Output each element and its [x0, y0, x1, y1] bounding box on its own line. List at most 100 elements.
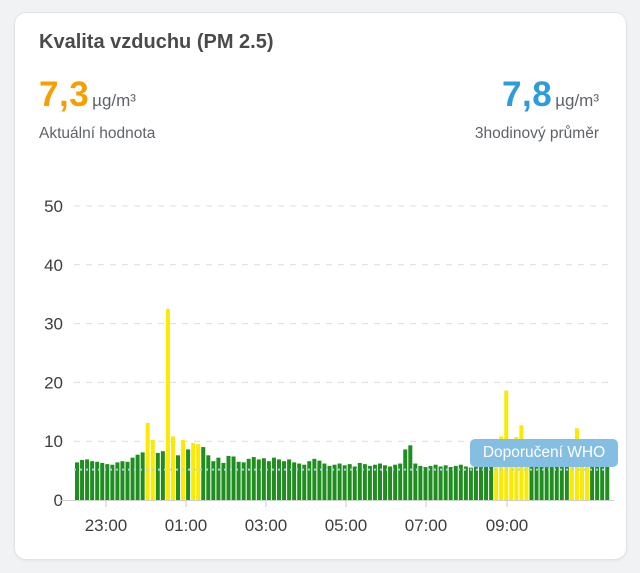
pm25-bar[interactable]: [554, 464, 559, 500]
pm25-bar[interactable]: [312, 458, 317, 500]
pm25-bar[interactable]: [342, 465, 347, 500]
pm25-bar[interactable]: [277, 459, 281, 500]
pm25-bar[interactable]: [473, 465, 478, 500]
pm25-bar[interactable]: [287, 459, 292, 500]
pm25-bar[interactable]: [75, 462, 79, 500]
pm25-bar[interactable]: [534, 466, 539, 500]
pm25-bar[interactable]: [347, 464, 352, 500]
pm25-bar[interactable]: [393, 464, 398, 500]
pm25-bar[interactable]: [559, 466, 564, 500]
pm25-bar[interactable]: [241, 462, 246, 500]
pm25-bar[interactable]: [564, 465, 569, 500]
pm25-bar[interactable]: [499, 436, 504, 500]
pm25-bar[interactable]: [80, 460, 85, 500]
pm25-bar[interactable]: [302, 464, 307, 500]
pm25-bar[interactable]: [322, 463, 327, 500]
pm25-bar[interactable]: [494, 467, 499, 500]
pm25-bar[interactable]: [100, 462, 105, 500]
pm25-bar[interactable]: [297, 463, 302, 500]
pm25-bar[interactable]: [307, 461, 312, 500]
pm25-bar[interactable]: [484, 465, 489, 500]
pm25-bar[interactable]: [378, 463, 382, 500]
who-recommendation-tooltip[interactable]: Doporučení WHO: [470, 439, 618, 467]
pm25-bar[interactable]: [569, 465, 574, 500]
pm25-bar[interactable]: [539, 465, 544, 500]
pm25-bar[interactable]: [352, 466, 357, 500]
pm25-bar[interactable]: [140, 452, 145, 500]
pm25-bar[interactable]: [105, 464, 110, 500]
pm25-bar[interactable]: [135, 454, 140, 500]
pm25-bar[interactable]: [160, 451, 165, 500]
pm25-bar[interactable]: [337, 463, 342, 500]
pm25-bar[interactable]: [600, 462, 605, 500]
pm25-bar[interactable]: [130, 457, 135, 500]
pm25-bar[interactable]: [585, 467, 590, 500]
pm25-bar[interactable]: [317, 460, 322, 500]
pm25-bar[interactable]: [236, 461, 241, 500]
pm25-bar[interactable]: [453, 465, 458, 500]
pm25-bar[interactable]: [186, 449, 191, 500]
pm25-bar[interactable]: [90, 461, 95, 500]
pm25-bar[interactable]: [251, 457, 256, 500]
pm25-bar[interactable]: [176, 455, 180, 500]
pm25-bar[interactable]: [549, 465, 554, 500]
pm25-bar[interactable]: [327, 465, 332, 500]
pm25-bar[interactable]: [514, 437, 519, 500]
pm25-bar[interactable]: [438, 466, 443, 500]
pm25-bar[interactable]: [423, 467, 428, 500]
pm25-bar[interactable]: [448, 467, 453, 500]
pm25-bar[interactable]: [595, 458, 600, 500]
pm25-bar[interactable]: [367, 465, 372, 500]
pm25-bar[interactable]: [145, 422, 150, 500]
pm25-bar[interactable]: [580, 464, 584, 500]
pm25-bar[interactable]: [458, 464, 463, 500]
pm25-bar[interactable]: [191, 442, 196, 500]
pm25-bar[interactable]: [115, 462, 120, 500]
pm25-bar[interactable]: [428, 465, 433, 500]
pm25-bar[interactable]: [211, 461, 216, 500]
pm25-bar[interactable]: [125, 461, 130, 500]
pm25-bar[interactable]: [95, 461, 100, 500]
pm25-bar[interactable]: [362, 464, 367, 500]
pm25-bar[interactable]: [398, 463, 403, 500]
pm25-bar[interactable]: [479, 467, 483, 500]
pm25-bar[interactable]: [282, 461, 287, 500]
pm25-bar[interactable]: [271, 457, 276, 500]
pm25-bar[interactable]: [403, 449, 408, 500]
pm25-bar[interactable]: [226, 455, 231, 500]
pm25-bar[interactable]: [463, 466, 468, 500]
pm25-bar[interactable]: [246, 458, 251, 500]
pm25-bar[interactable]: [216, 457, 221, 500]
pm25-bar[interactable]: [120, 461, 125, 500]
pm25-bar[interactable]: [292, 462, 297, 500]
pm25-bar[interactable]: [383, 465, 388, 500]
pm25-bar[interactable]: [221, 462, 226, 500]
pm25-bar[interactable]: [196, 444, 201, 500]
pm25-bar[interactable]: [372, 464, 377, 500]
pm25-bar[interactable]: [590, 453, 595, 500]
pm25-bar[interactable]: [332, 464, 337, 500]
pm25-bar[interactable]: [261, 458, 266, 500]
pm25-bar[interactable]: [388, 466, 393, 500]
pm25-bar[interactable]: [433, 464, 438, 500]
pm25-bar[interactable]: [529, 465, 534, 500]
pm25-bar[interactable]: [165, 308, 170, 500]
pm25-bar[interactable]: [231, 456, 236, 500]
pm25-bar[interactable]: [266, 461, 271, 500]
pm25-bar[interactable]: [155, 452, 160, 500]
pm25-bar[interactable]: [443, 465, 448, 500]
pm25-bar[interactable]: [468, 467, 473, 500]
pm25-bar[interactable]: [524, 467, 529, 500]
pm25-bar[interactable]: [201, 447, 206, 500]
pm25-bar[interactable]: [85, 459, 90, 500]
pm25-bar[interactable]: [605, 463, 610, 500]
pm25-bar[interactable]: [418, 465, 423, 500]
pm25-bar[interactable]: [357, 462, 362, 500]
pm25-bar[interactable]: [170, 436, 175, 500]
pm25-bar[interactable]: [408, 445, 413, 500]
pm25-bar[interactable]: [489, 466, 494, 500]
pm25-bar[interactable]: [544, 467, 549, 500]
pm25-bar[interactable]: [110, 464, 115, 500]
pm25-bar[interactable]: [509, 466, 514, 500]
pm25-bar[interactable]: [413, 463, 418, 500]
